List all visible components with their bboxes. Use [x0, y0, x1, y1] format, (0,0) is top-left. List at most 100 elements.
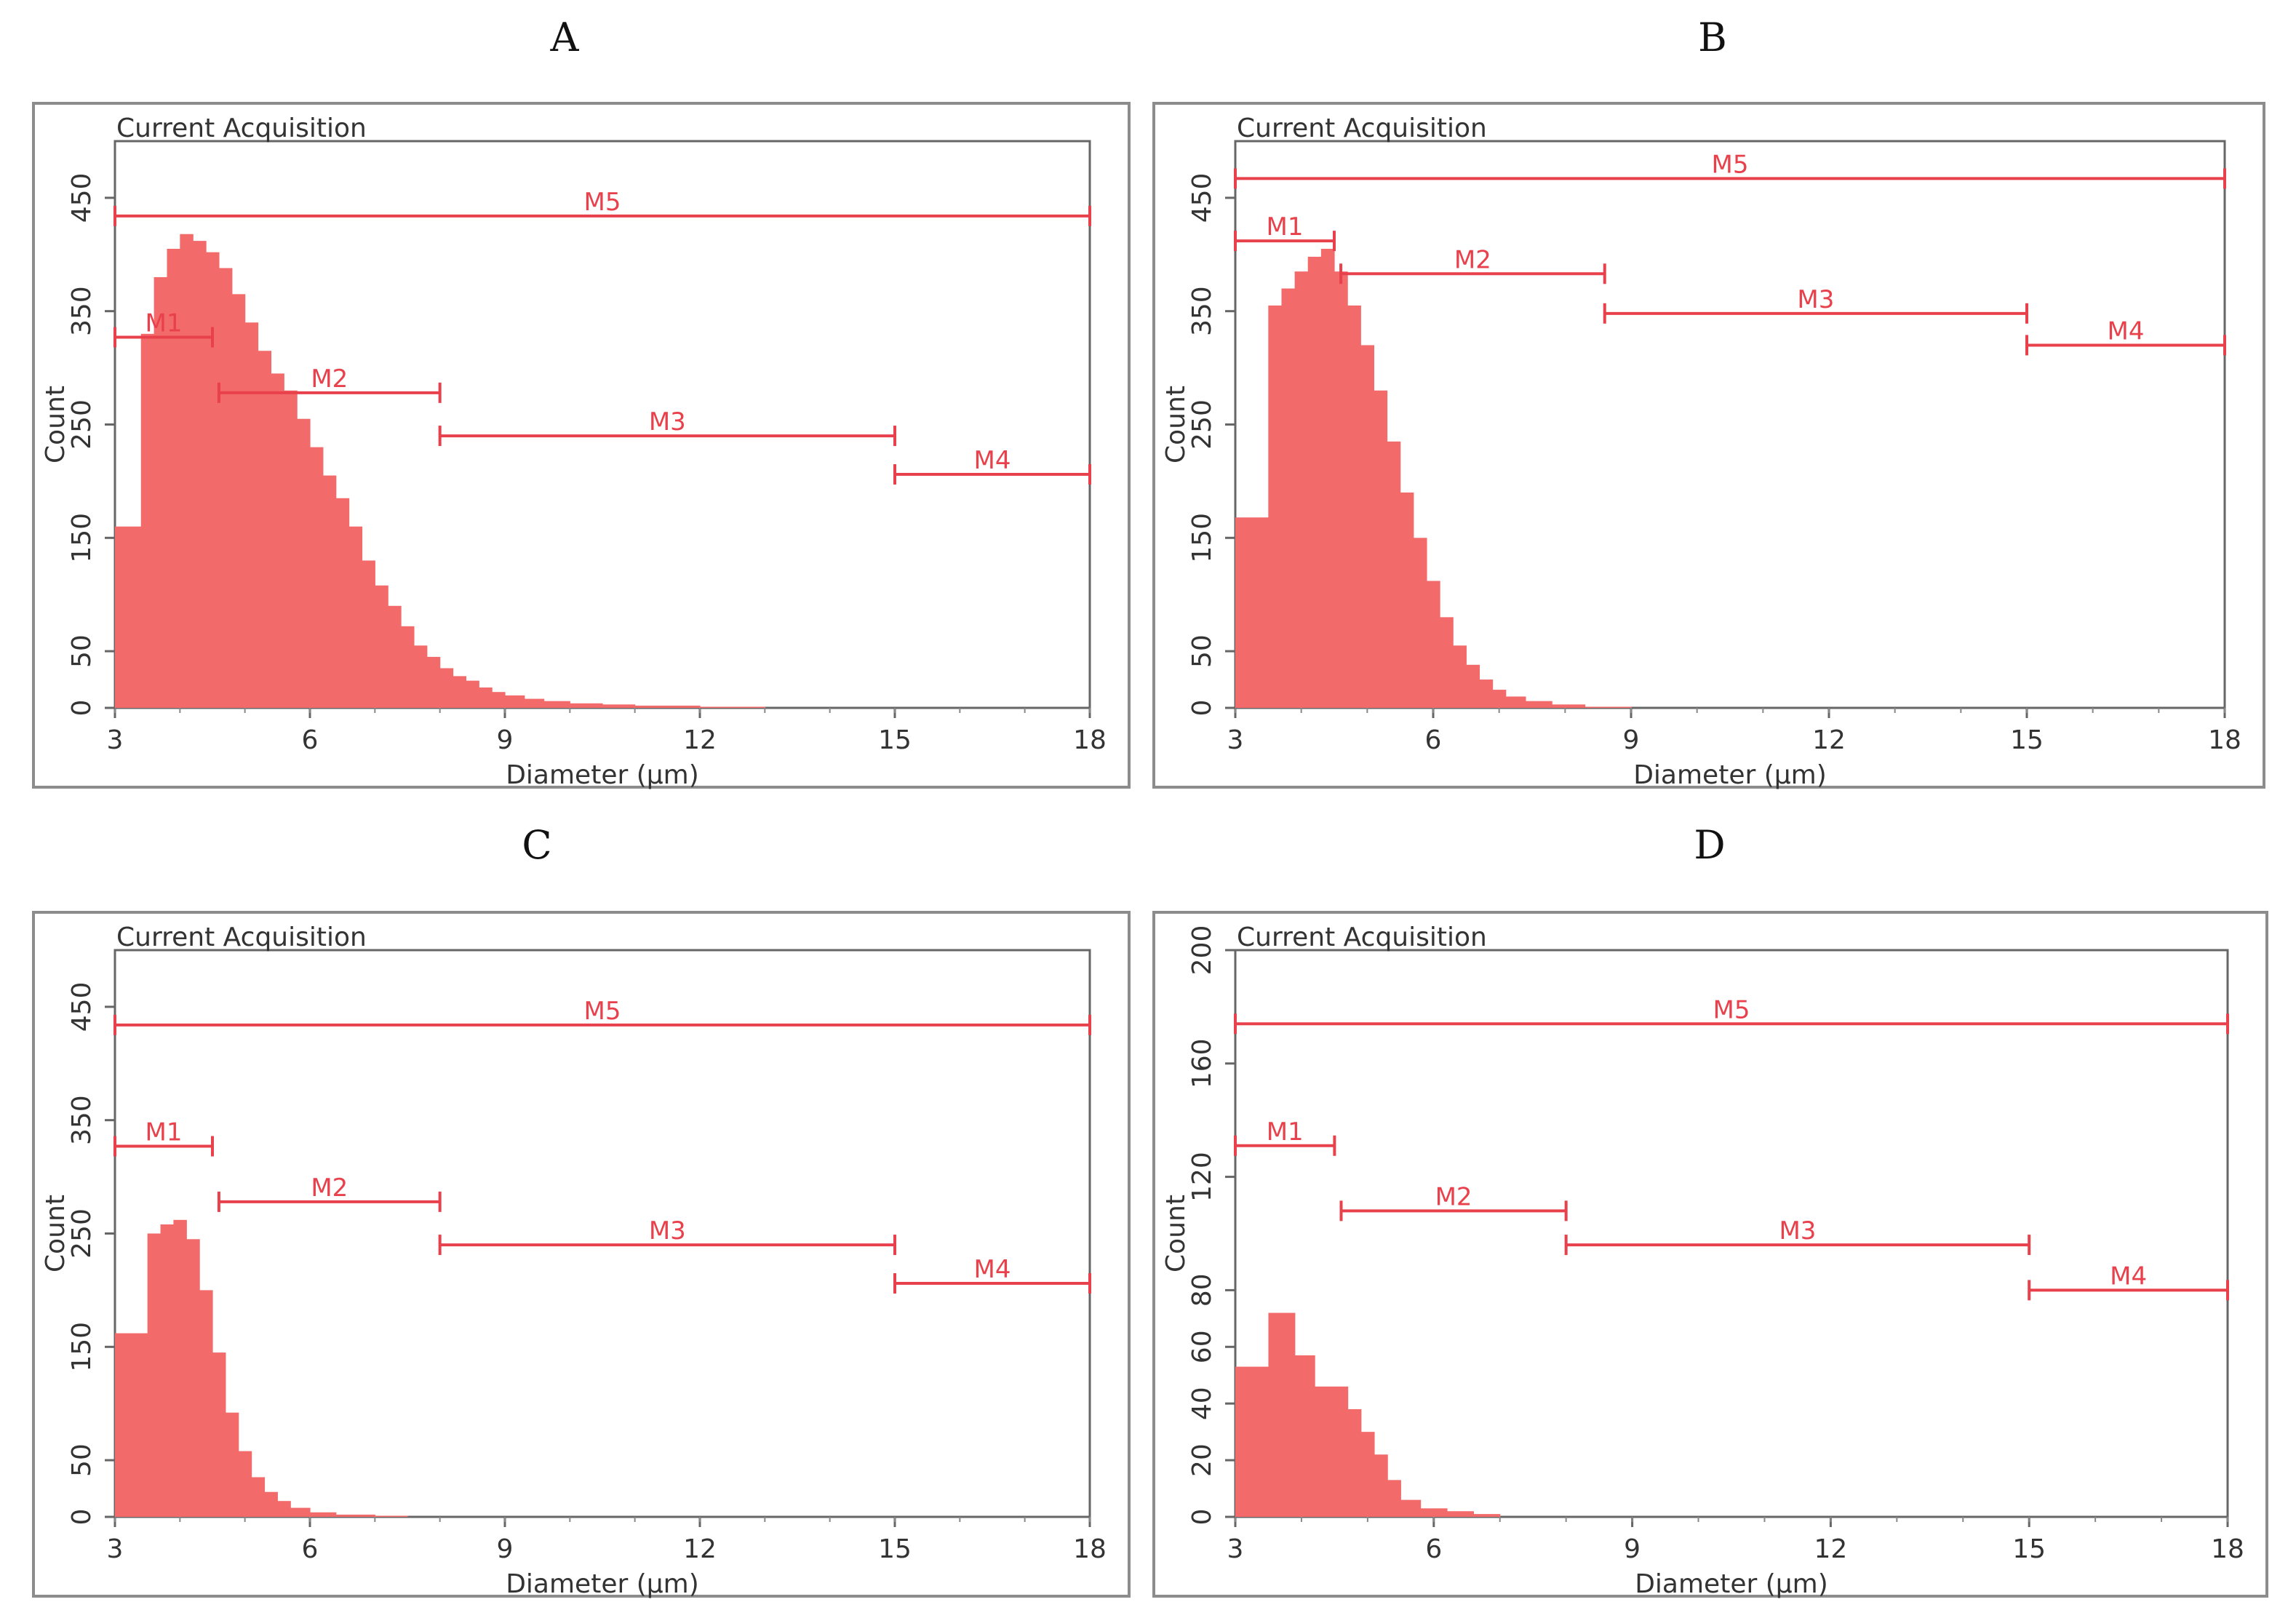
- histogram-bar: [140, 333, 155, 708]
- histogram-bar: [310, 1512, 337, 1517]
- plot-area: [1234, 949, 2229, 1518]
- y-tick-label: 150: [67, 513, 97, 563]
- histogram-bar: [199, 1290, 213, 1517]
- x-tick-label: 18: [1073, 725, 1107, 755]
- histogram-bar: [1320, 249, 1335, 708]
- marker-label: M5: [1712, 150, 1749, 179]
- x-axis-title: Diameter (μm): [1633, 760, 1827, 790]
- histogram-bar: [1446, 1511, 1474, 1517]
- y-tick-label: 160: [1187, 1038, 1217, 1088]
- histogram-bar: [258, 351, 271, 708]
- histogram-bar: [154, 276, 168, 708]
- x-tick-label: 3: [107, 1534, 124, 1564]
- histogram-bar: [1360, 1432, 1375, 1517]
- chart-title: Current Acquisition: [1237, 922, 1487, 952]
- marker-m5: M5: [1234, 150, 2226, 189]
- marker-m1: M1: [1234, 212, 1336, 252]
- histogram-bar: [700, 706, 765, 708]
- x-tick-label: 12: [683, 725, 717, 755]
- chart-title: Current Acquisition: [116, 922, 367, 952]
- x-tick-label: 3: [107, 725, 124, 755]
- histogram-bar: [426, 656, 441, 708]
- histogram-bar: [634, 705, 701, 708]
- histogram-bar: [505, 695, 525, 708]
- marker-m4: M4: [893, 446, 1091, 485]
- histogram-bar: [1400, 492, 1414, 708]
- histogram-bar: [1374, 1454, 1388, 1517]
- histogram-bar: [1307, 256, 1322, 708]
- y-axis-title: Count: [41, 1195, 71, 1272]
- x-tick-label: 9: [497, 1534, 514, 1564]
- x-axis-title: Diameter (μm): [506, 760, 699, 790]
- histogram-bar: [1347, 1408, 1362, 1517]
- histogram-bar: [1492, 690, 1507, 708]
- x-tick-label: 9: [497, 725, 514, 755]
- histogram-bar: [375, 1515, 408, 1517]
- histogram-bar: [388, 605, 402, 708]
- chart-panel-a: Current Acquisition 3 6 9 12 15 18 0 50 150 250 350…: [32, 102, 1131, 790]
- histogram-bar: [212, 1352, 226, 1517]
- x-tick-label: 9: [1623, 725, 1640, 755]
- histogram-bar: [1334, 271, 1348, 708]
- histogram-bar: [206, 252, 220, 708]
- marker-label: M5: [1713, 995, 1750, 1024]
- chart-panel-b: Current Acquisition 3 6 9 12 15 18 0 50 150 250 350…: [1152, 102, 2265, 790]
- histogram-bar: [193, 241, 207, 708]
- marker-label: M2: [1454, 245, 1491, 274]
- y-axis-title: Count: [1161, 386, 1191, 463]
- histogram-bar: [1525, 701, 1552, 708]
- panel-letter-b: B: [1698, 15, 1727, 60]
- y-tick-label: 450: [1187, 173, 1217, 223]
- histogram-bar: [413, 645, 428, 708]
- y-tick-label: 20: [1187, 1443, 1217, 1477]
- histogram-bar: [375, 585, 388, 708]
- x-tick-label: 18: [1073, 1534, 1107, 1564]
- histogram-bar: [218, 268, 233, 709]
- y-tick-label: 50: [67, 1443, 97, 1477]
- histogram-bar: [225, 1412, 239, 1517]
- histogram-bar: [439, 668, 454, 708]
- histogram-bar: [1347, 305, 1361, 708]
- marker-label: M2: [1435, 1182, 1472, 1211]
- marker-m4: M4: [2025, 316, 2226, 356]
- marker-m3: M3: [1603, 285, 2028, 324]
- histogram-bar: [1281, 288, 1296, 708]
- marker-m3: M3: [1564, 1216, 2031, 1256]
- histogram-chart-c: Current Acquisition 3 6 9 12 15 18 0 50 150 250 350…: [41, 922, 1107, 1599]
- histogram-bar: [186, 1239, 200, 1517]
- x-axis-title: Diameter (μm): [506, 1569, 699, 1599]
- histogram-bar: [1440, 617, 1454, 708]
- histogram-bar: [401, 626, 415, 708]
- x-tick-label: 3: [1227, 725, 1244, 755]
- histogram-bar: [543, 701, 570, 708]
- histogram-bar: [1268, 305, 1283, 708]
- histogram-bar: [1235, 517, 1269, 708]
- chart-panel-c: Current Acquisition 3 6 9 12 15 18 0 50 150 250 350…: [32, 911, 1131, 1599]
- marker-label: M3: [1779, 1216, 1816, 1246]
- marker-m2: M2: [1339, 245, 1606, 284]
- histogram-bar: [1235, 1366, 1269, 1517]
- histogram-bar: [524, 698, 545, 708]
- chart-title: Current Acquisition: [1237, 113, 1487, 143]
- histogram-bar: [160, 1224, 174, 1517]
- histogram-bar: [1360, 345, 1374, 708]
- histogram-bar: [1479, 680, 1494, 708]
- y-tick-label: 150: [67, 1322, 97, 1372]
- chart-title: Current Acquisition: [116, 113, 367, 143]
- y-tick-label: 120: [1187, 1152, 1217, 1202]
- histogram-bar: [173, 1219, 187, 1517]
- histogram-bar: [1268, 1312, 1296, 1517]
- histogram-bar: [479, 687, 493, 708]
- marker-label: M4: [2110, 1262, 2147, 1291]
- histogram-chart-b: Current Acquisition 3 6 9 12 15 18 0 50 150 250 350…: [1161, 113, 2241, 790]
- panel-letter-a: A: [550, 15, 579, 60]
- histogram-bar: [602, 704, 636, 708]
- y-axis-title: Count: [41, 386, 71, 463]
- y-tick-label: 450: [67, 173, 97, 223]
- histogram-bar: [1453, 645, 1467, 708]
- histogram-bar: [335, 498, 350, 708]
- y-tick-label: 450: [67, 982, 97, 1032]
- histogram-bar: [1473, 1514, 1501, 1517]
- marker-label: M1: [146, 1118, 183, 1147]
- histogram-bar: [1552, 704, 1586, 708]
